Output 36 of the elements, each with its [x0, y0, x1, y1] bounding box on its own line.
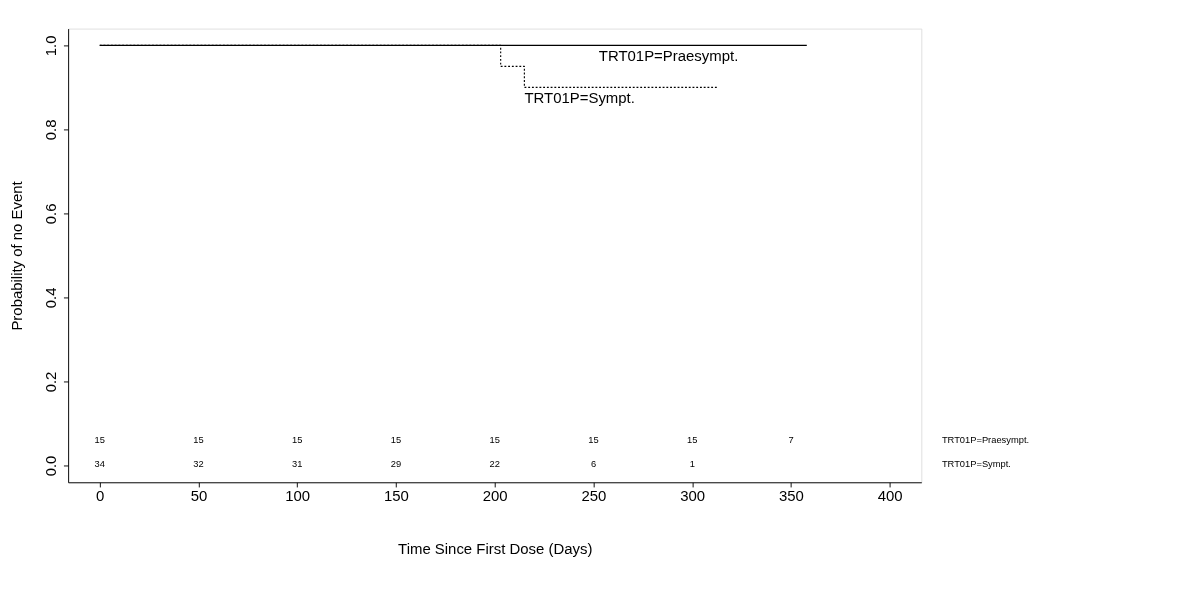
- series-label: TRT01P=Sympt.: [524, 89, 635, 107]
- annotation: 34: [94, 459, 105, 470]
- y-tick-label: 1.0: [41, 35, 59, 57]
- annotation: 15: [489, 435, 500, 446]
- annotation: 15: [687, 435, 698, 446]
- annotation: 31: [292, 459, 303, 470]
- x-tick-label: 150: [384, 487, 409, 505]
- annotation: 7: [788, 435, 794, 446]
- annotation: 15: [588, 435, 599, 446]
- x-tick-label: 400: [877, 487, 903, 505]
- x-tick-label: 300: [680, 487, 706, 505]
- x-tick-label: 200: [482, 487, 508, 505]
- x-tick-label: 50: [190, 487, 208, 505]
- annotation: 29: [390, 459, 402, 470]
- annotation: 15: [292, 435, 303, 446]
- y-tick-label: 0.8: [41, 119, 59, 141]
- annotation: 15: [193, 435, 204, 446]
- series-label: TRT01P=Praesympt.: [598, 47, 739, 65]
- text: TRT01P=Sympt.: [941, 459, 1011, 470]
- annotation: 15: [94, 435, 105, 446]
- annotation: 6: [590, 459, 597, 470]
- x-tick-label: 0: [96, 487, 105, 505]
- x-tick-label: 100: [285, 487, 311, 505]
- annotation: 1: [689, 459, 695, 470]
- x-tick-label: 350: [779, 487, 804, 505]
- x-axis-title: Time Since First Dose (Days): [398, 539, 593, 557]
- y-axis-title: Probability of no Event: [7, 180, 25, 331]
- text: TRT01P=Praesympt.: [941, 435, 1030, 446]
- annotation: 15: [390, 435, 402, 446]
- y-tick-label: 0.6: [41, 203, 59, 225]
- x-tick-label: 250: [581, 487, 607, 505]
- annotation: 32: [193, 459, 204, 470]
- y-tick-label: 0.2: [41, 371, 59, 393]
- annotation: 22: [489, 459, 500, 470]
- y-tick-label: 0.4: [41, 287, 59, 309]
- y-tick-label: 0.0: [41, 455, 59, 477]
